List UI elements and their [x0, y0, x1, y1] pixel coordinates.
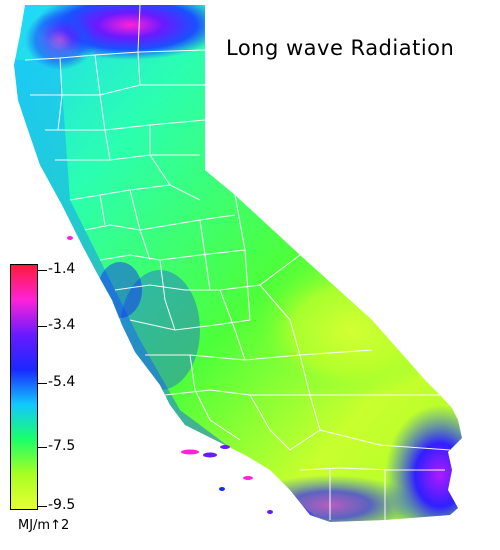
colorbar-label: -7.5: [48, 438, 76, 454]
colorbar-tick: [38, 506, 47, 507]
colorbar-label: -1.4: [48, 261, 76, 277]
colorbar-tick: [38, 383, 47, 384]
map-title: Long wave Radiation: [226, 36, 455, 60]
colorbar-units: MJ/m↑2: [18, 518, 70, 533]
channel-islands: [67, 236, 273, 514]
colorbar-tick: [38, 326, 47, 327]
colorbar-label: -3.4: [48, 317, 76, 333]
colorbar: [10, 264, 38, 510]
colorbar-label: -9.5: [48, 497, 76, 513]
colorbar-tick: [38, 447, 47, 448]
county-lines: [24, 4, 451, 520]
colorbar-tick: [38, 270, 47, 271]
colorbar-label: -5.4: [48, 374, 76, 390]
